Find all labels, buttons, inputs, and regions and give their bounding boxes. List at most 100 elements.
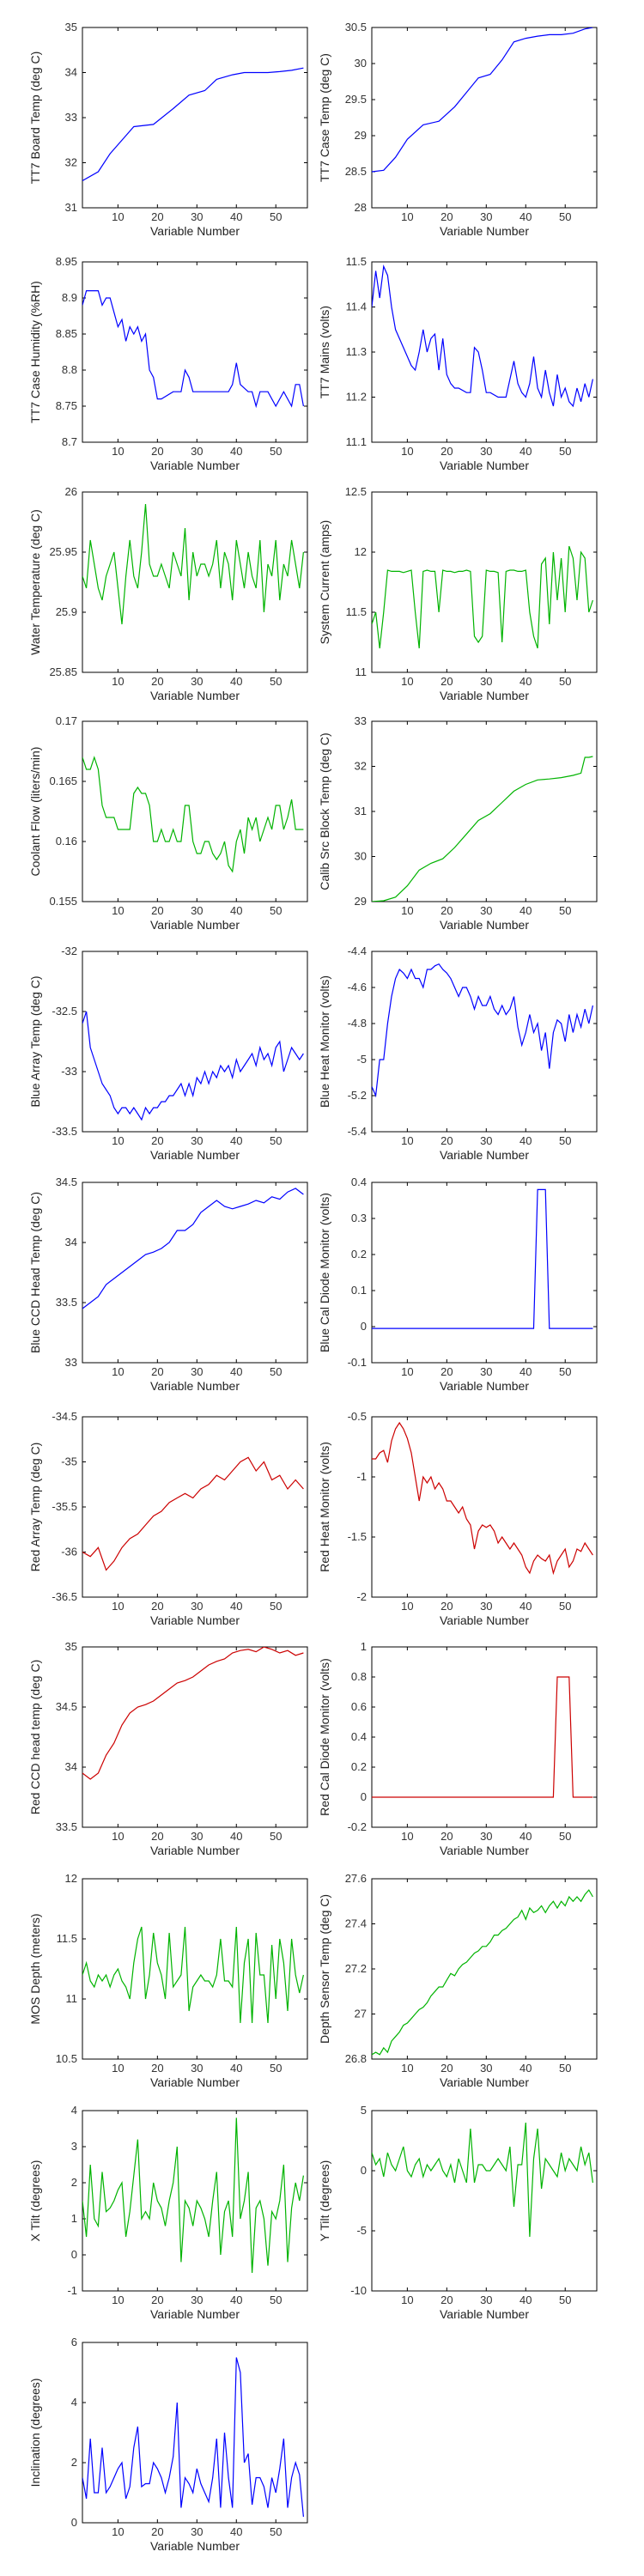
x-tick-label: 20 <box>151 1365 163 1378</box>
y-tick-label: 11.1 <box>346 435 367 448</box>
plot-frame <box>82 1416 308 1598</box>
x-tick-label: 50 <box>559 2293 571 2306</box>
plot-frame <box>82 720 308 902</box>
plot-frame <box>371 27 598 209</box>
x-axis-label: Variable Number <box>440 689 529 702</box>
chart-panel: 10 20 30 40 50 25.85 25.9 25.95 26 Variable Numbe… <box>28 485 308 702</box>
x-axis-label: Variable Number <box>440 2075 529 2089</box>
plot-frame <box>82 27 308 209</box>
y-axis-label: Red Cal Diode Monitor (volts) <box>318 1658 331 1816</box>
y-axis-label: TT7 Case Humidity (%RH) <box>28 281 42 423</box>
x-tick-label: 50 <box>270 904 282 917</box>
x-tick-label: 50 <box>270 445 282 458</box>
y-tick-label: 8.7 <box>62 435 77 448</box>
y-tick-label: 33 <box>355 714 367 727</box>
x-tick-label: 30 <box>480 1134 492 1147</box>
y-tick-label: -5 <box>356 1053 367 1066</box>
y-tick-label: 34.5 <box>56 1176 77 1188</box>
x-tick-label: 40 <box>519 1600 532 1613</box>
x-tick-label: 40 <box>230 1600 242 1613</box>
y-tick-label: 12 <box>355 545 367 558</box>
chart-panel: 10 20 30 40 50 0 2 4 6 Variable Number Inclination… <box>28 2336 308 2553</box>
y-tick-label: 0.155 <box>49 895 77 908</box>
x-tick-label: 50 <box>559 1134 571 1147</box>
x-axis-label: Variable Number <box>150 918 240 932</box>
y-tick-label: 28 <box>355 201 367 214</box>
chart-panel: 10 20 30 40 50 29 30 31 32 33 Variable Number Calib… <box>318 714 598 932</box>
y-tick-label: 30.5 <box>345 21 367 33</box>
x-axis-label: Variable Number <box>150 1148 240 1162</box>
y-tick-label: 33 <box>65 1356 77 1369</box>
y-tick-label: 34 <box>65 66 77 79</box>
y-tick-label: 35 <box>65 21 77 33</box>
y-tick-label: 34 <box>65 1760 77 1773</box>
x-tick-label: 40 <box>519 1830 532 1843</box>
x-tick-label: 40 <box>230 1365 242 1378</box>
y-tick-label: 0.4 <box>351 1176 367 1188</box>
y-tick-label: 8.85 <box>56 327 77 340</box>
x-tick-label: 20 <box>151 2293 163 2306</box>
y-axis-label: Blue Heat Monitor (volts) <box>318 975 331 1108</box>
y-tick-label: 26.8 <box>345 2052 367 2065</box>
x-tick-label: 10 <box>401 2062 413 2075</box>
x-tick-label: 10 <box>112 445 124 458</box>
x-tick-label: 50 <box>270 1600 282 1613</box>
x-tick-label: 20 <box>440 2062 453 2075</box>
x-tick-label: 10 <box>112 1134 124 1147</box>
x-tick-label: 10 <box>401 675 413 688</box>
y-tick-label: 12.5 <box>345 485 367 498</box>
y-tick-label: -1 <box>356 1470 367 1483</box>
x-tick-label: 20 <box>440 1134 453 1147</box>
x-tick-label: 30 <box>480 445 492 458</box>
x-axis-label: Variable Number <box>440 918 529 932</box>
x-tick-label: 10 <box>112 2525 124 2538</box>
x-tick-label: 30 <box>191 1830 203 1843</box>
x-tick-label: 40 <box>230 210 242 223</box>
x-tick-label: 30 <box>191 904 203 917</box>
chart-panel: 10 20 30 40 50 11.1 11.2 11.3 11.4 11.5 Variable N… <box>318 255 598 472</box>
x-tick-label: 50 <box>270 2293 282 2306</box>
x-tick-label: 30 <box>191 1600 203 1613</box>
y-tick-label: -0.5 <box>348 1410 367 1423</box>
series-line <box>372 264 593 408</box>
x-axis-label: Variable Number <box>150 1844 240 1857</box>
x-tick-label: 40 <box>230 2062 242 2075</box>
plot-frame <box>371 1646 598 1828</box>
x-tick-label: 50 <box>559 1600 571 1613</box>
y-tick-label: 33.5 <box>56 1296 77 1309</box>
y-tick-label: 27.6 <box>345 1872 367 1885</box>
y-tick-label: -36.5 <box>52 1590 77 1603</box>
chart-panel: 10 20 30 40 50 -0.1 0 0.1 0.2 0.3 0.4 Variable Numb… <box>318 1176 598 1393</box>
y-tick-label: 1 <box>71 2212 77 2225</box>
plot-frame <box>82 2342 308 2524</box>
x-axis-label: Variable Number <box>150 1613 240 1627</box>
x-tick-label: 30 <box>191 1365 203 1378</box>
y-tick-label: 2 <box>71 2456 77 2469</box>
y-axis-label: Depth Sensor Temp (deg C) <box>318 1894 331 2044</box>
y-tick-label: 0.17 <box>56 714 77 727</box>
x-tick-label: 50 <box>559 675 571 688</box>
x-tick-label: 30 <box>480 210 492 223</box>
x-tick-label: 10 <box>401 2293 413 2306</box>
y-axis-label: MOS Depth (meters) <box>28 1913 42 2024</box>
y-tick-label: 11.5 <box>57 1932 77 1945</box>
y-tick-label: -0.2 <box>348 1820 367 1833</box>
y-tick-label: 32 <box>65 156 77 169</box>
x-tick-label: 30 <box>480 2062 492 2075</box>
y-tick-label: 11.5 <box>346 255 367 268</box>
y-tick-label: -32.5 <box>52 1005 77 1018</box>
y-axis-label: Red CCD head temp (deg C) <box>28 1660 42 1815</box>
y-tick-label: 28.5 <box>345 165 367 178</box>
x-axis-label: Variable Number <box>440 1148 529 1162</box>
y-tick-label: -4.4 <box>348 945 367 957</box>
x-tick-label: 40 <box>519 2062 532 2075</box>
chart-panel: 10 20 30 40 50 -5.4 -5.2 -5 -4.8 -4.6 -4.4 Variable… <box>318 945 598 1162</box>
y-tick-label: 29 <box>355 129 367 142</box>
x-tick-label: 30 <box>480 1830 492 1843</box>
y-tick-label: 0.165 <box>49 775 77 787</box>
x-tick-label: 10 <box>112 904 124 917</box>
y-tick-label: 0 <box>361 1320 367 1333</box>
x-tick-label: 30 <box>191 2062 203 2075</box>
x-tick-label: 50 <box>270 1134 282 1147</box>
chart-panel: 10 20 30 40 50 10.5 11 11.5 12 Variable Number MOS… <box>28 1872 308 2089</box>
